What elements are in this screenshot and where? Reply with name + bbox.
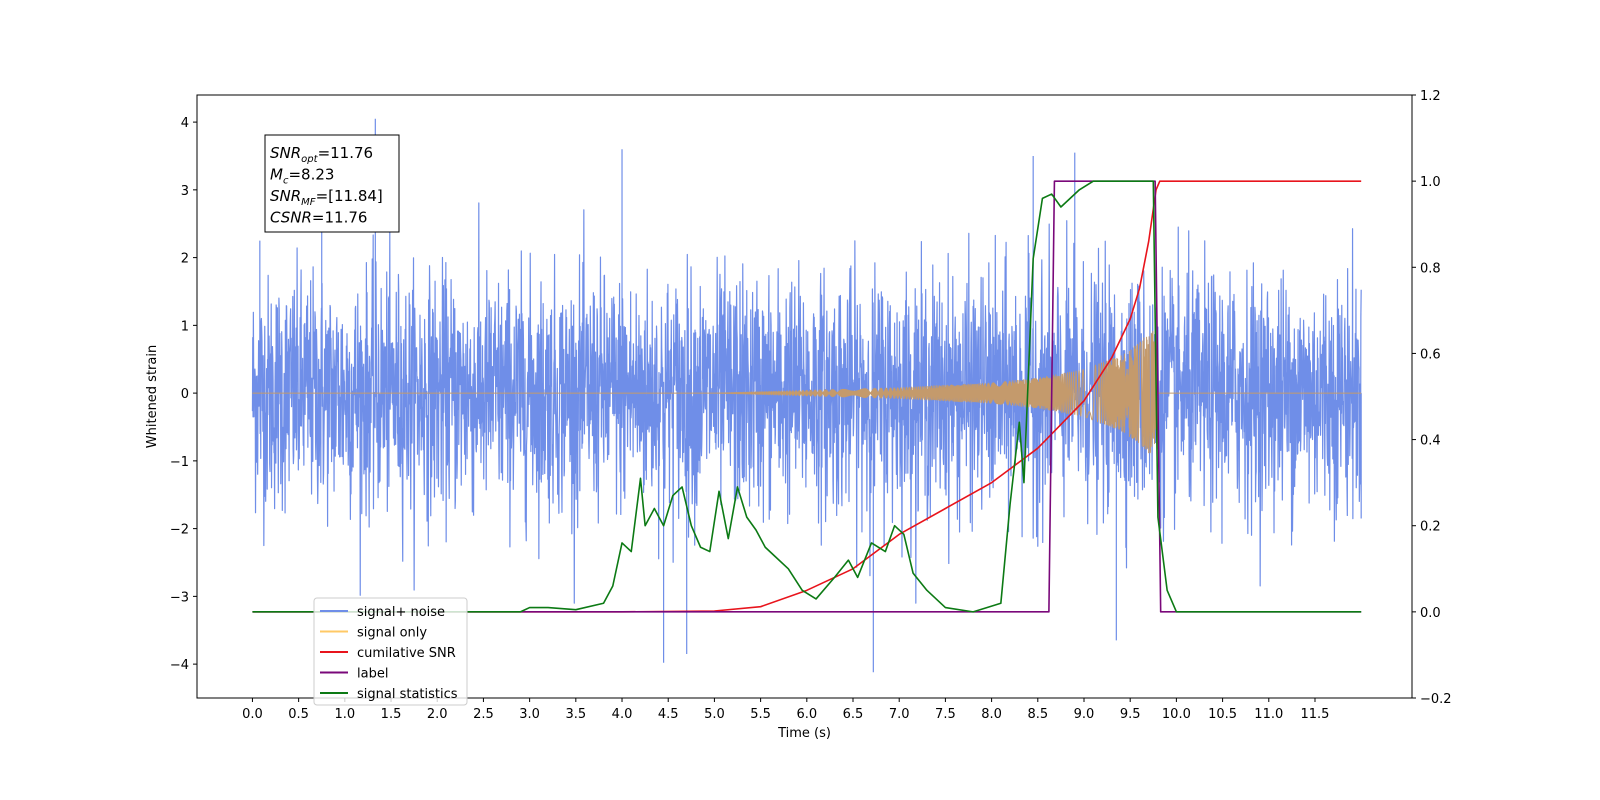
- y2-tick-label: 0.6: [1420, 347, 1441, 362]
- series-line-signal-only: [252, 331, 1362, 454]
- annotation-box: SNRopt=11.76Mc=8.23SNRMF=[11.84]CSNR=11.…: [264, 134, 400, 233]
- y-tick-label: −1: [170, 455, 189, 470]
- x-tick-label: 7.5: [935, 707, 956, 722]
- x-tick-label: 8.5: [1027, 707, 1048, 722]
- y2-tick-label: 0.8: [1420, 261, 1441, 276]
- y-axis-label: Whitened strain: [145, 345, 160, 448]
- x-tick-label: 0.5: [288, 707, 309, 722]
- annotation-value: =11.76: [318, 144, 374, 162]
- x-tick-label: 3.5: [565, 707, 586, 722]
- y-tick-label: 2: [181, 252, 189, 267]
- x-tick-label: 10.5: [1208, 707, 1237, 722]
- annotation-value: =8.23: [288, 166, 334, 184]
- x-tick-label: 11.5: [1301, 707, 1330, 722]
- legend-entry-label: signal statistics: [357, 687, 458, 702]
- legend-frame: [313, 597, 468, 706]
- axes-frame: [196, 94, 1413, 699]
- annotation-subscript: c: [283, 176, 289, 187]
- y-tick-label: 4: [181, 116, 189, 131]
- axes: 0.0 0.5 1.0 1.5 2.0 2.5 3.0 3.5 4.0 4.5 5.0 5.5 6.0 6…: [170, 89, 1452, 722]
- y2-tick-label: 1.2: [1420, 89, 1441, 104]
- x-tick-label: 4.5: [658, 707, 679, 722]
- annotation-line: Mc=8.23: [270, 166, 334, 187]
- x-tick-label: 2.0: [427, 707, 448, 722]
- x-tick-label: 2.5: [473, 707, 494, 722]
- x-tick-label: 10.0: [1162, 707, 1191, 722]
- annotation-symbol: M: [270, 166, 283, 184]
- x-tick-label: 9.0: [1074, 707, 1095, 722]
- annotation-value: =[11.84]: [316, 187, 383, 205]
- y-tick-label: −4: [170, 658, 189, 673]
- legend: signal+ noise signal only cumilative SNR la…: [313, 597, 468, 706]
- x-tick-label: 8.0: [981, 707, 1002, 722]
- annotation-subscript: opt: [301, 154, 318, 165]
- legend-entry-label: signal only: [357, 626, 427, 641]
- y-tick-label: 0: [181, 387, 189, 402]
- legend-entry-label: label: [357, 667, 388, 682]
- annotation-line: SNRMF=[11.84]: [270, 187, 383, 208]
- y-tick-label: −3: [170, 590, 189, 605]
- annotation-symbol: SNR: [270, 144, 301, 162]
- annotation-symbol: CSNR: [270, 209, 312, 227]
- x-tick-label: 11.0: [1254, 707, 1283, 722]
- plot-area: [251, 118, 1362, 673]
- y2-tick-label: 0.2: [1420, 520, 1441, 535]
- y-tick-label: 3: [181, 184, 189, 199]
- annotation-subscript: MF: [301, 197, 316, 208]
- y2-tick-label: 0.0: [1420, 606, 1441, 621]
- series-line-signal-statistics: [252, 180, 1362, 613]
- y2-tick-label: −0.2: [1420, 692, 1452, 707]
- legend-entry-label: cumilative SNR: [357, 646, 456, 661]
- x-tick-label: 6.0: [796, 707, 817, 722]
- y-tick-label: 1: [181, 319, 189, 334]
- x-tick-label: 0.0: [242, 707, 263, 722]
- x-tick-label: 5.0: [704, 707, 725, 722]
- annotation-line: CSNR=11.76: [270, 209, 367, 227]
- legend-entry-label: signal+ noise: [357, 605, 445, 620]
- y2-tick-label: 1.0: [1420, 175, 1441, 190]
- y2-tick-label: 0.4: [1420, 434, 1441, 449]
- x-tick-label: 9.5: [1120, 707, 1141, 722]
- x-tick-label: 7.0: [889, 707, 910, 722]
- x-tick-label: 1.5: [381, 707, 402, 722]
- annotation-line: SNRopt=11.76: [270, 144, 373, 165]
- y-tick-label: −2: [170, 523, 189, 538]
- x-tick-label: 4.0: [612, 707, 633, 722]
- x-tick-label: 6.5: [843, 707, 864, 722]
- x-axis-label: Time (s): [777, 726, 831, 741]
- x-tick-label: 5.5: [750, 707, 771, 722]
- annotation-symbol: SNR: [270, 187, 301, 205]
- annotation-value: =11.76: [312, 209, 368, 227]
- annotation-frame: [264, 134, 400, 233]
- x-tick-label: 3.0: [519, 707, 540, 722]
- x-tick-label: 1.0: [334, 707, 355, 722]
